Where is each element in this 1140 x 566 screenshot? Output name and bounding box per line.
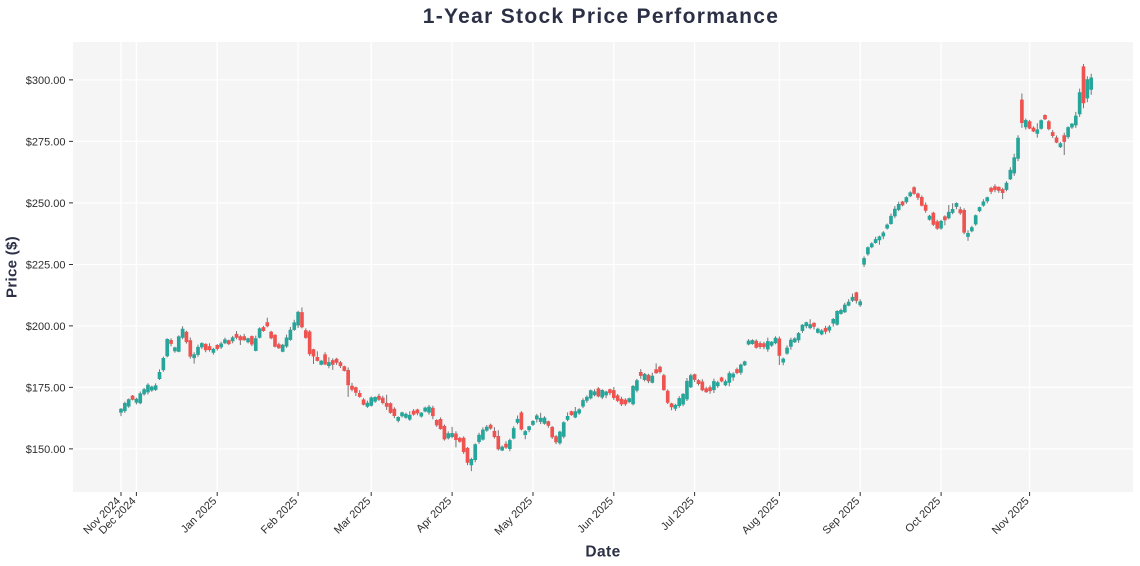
svg-text:Oct 2025: Oct 2025: [903, 495, 943, 535]
svg-text:Mar 2025: Mar 2025: [332, 495, 373, 536]
svg-text:Sep 2025: Sep 2025: [821, 495, 863, 537]
svg-text:Jun 2025: Jun 2025: [575, 495, 615, 535]
svg-text:$200.00: $200.00: [26, 321, 66, 333]
svg-text:$250.00: $250.00: [26, 198, 66, 210]
svg-text:$225.00: $225.00: [26, 259, 66, 271]
svg-text:Jul 2025: Jul 2025: [659, 495, 697, 533]
svg-text:1-Year Stock Price Performance: 1-Year Stock Price Performance: [423, 5, 780, 28]
svg-text:Nov 2025: Nov 2025: [990, 495, 1032, 537]
svg-text:Date: Date: [585, 544, 620, 561]
svg-text:$300.00: $300.00: [26, 75, 66, 87]
svg-text:Jan 2025: Jan 2025: [179, 495, 219, 535]
svg-text:May 2025: May 2025: [492, 495, 535, 538]
svg-text:Price ($): Price ($): [4, 236, 21, 298]
svg-text:$150.00: $150.00: [26, 444, 66, 456]
svg-text:$275.00: $275.00: [26, 136, 66, 148]
svg-text:$175.00: $175.00: [26, 382, 66, 394]
svg-text:Apr 2025: Apr 2025: [414, 495, 454, 535]
svg-text:Feb 2025: Feb 2025: [259, 495, 300, 536]
svg-text:Aug 2025: Aug 2025: [740, 495, 782, 537]
